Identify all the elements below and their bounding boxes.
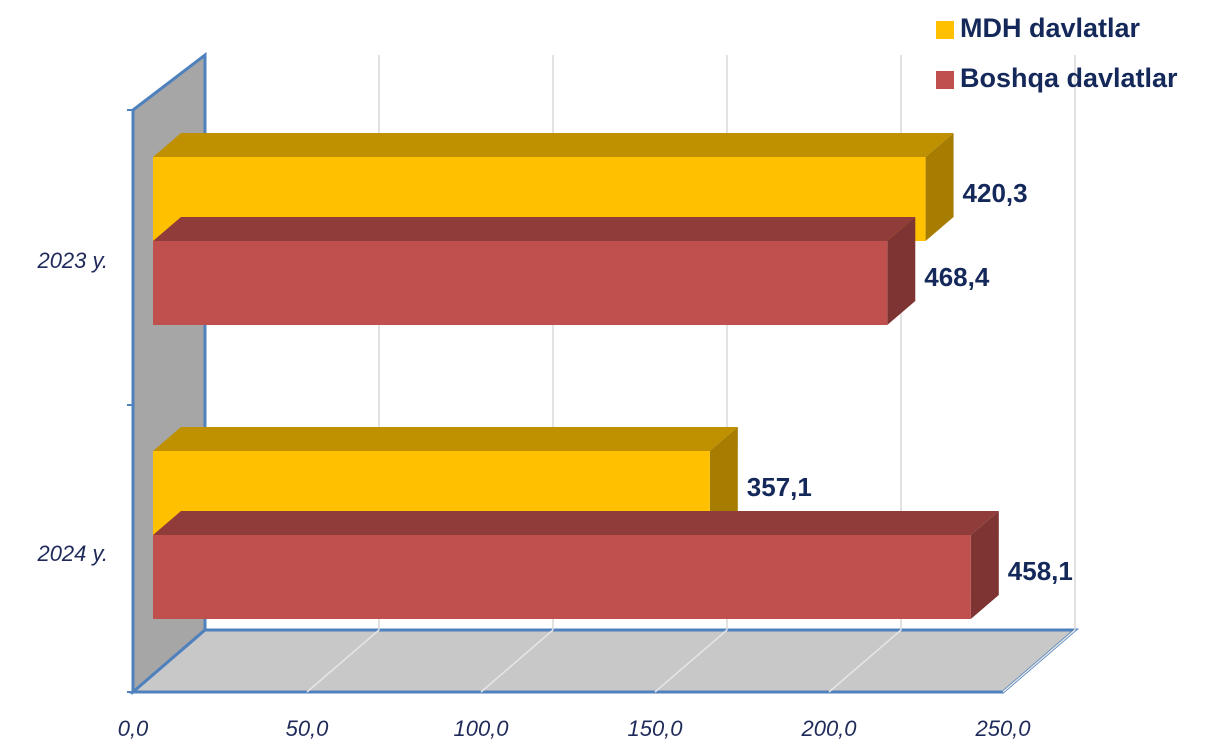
category-label: 2023 y.	[36, 248, 108, 273]
bar-front	[153, 241, 888, 325]
legend-label: MDH davlatlar	[960, 13, 1141, 43]
legend-label: Boshqa davlatlar	[960, 63, 1178, 93]
bar-top	[153, 217, 916, 241]
bar-side	[887, 217, 916, 325]
legend-swatch	[936, 71, 954, 89]
bar-top	[153, 427, 738, 451]
bar	[153, 217, 916, 325]
category-label: 2024 y.	[36, 541, 108, 566]
x-tick-label: 200,0	[800, 716, 857, 741]
floor	[128, 628, 1080, 694]
data-label: 458,1	[1008, 556, 1073, 586]
grid-line	[828, 629, 902, 693]
bar-side	[925, 133, 954, 241]
x-tick-label: 100,0	[453, 716, 509, 741]
bar-top	[153, 133, 954, 157]
x-tick-label: 250,0	[974, 716, 1031, 741]
x-tick-label: 150,0	[627, 716, 683, 741]
grid-line	[1002, 629, 1076, 693]
grid-line	[480, 629, 554, 693]
bar	[153, 511, 999, 619]
grid-line	[654, 629, 728, 693]
data-label: 420,3	[963, 178, 1028, 208]
data-label: 357,1	[747, 472, 812, 502]
bar-side	[709, 427, 738, 535]
bar-top	[153, 511, 999, 535]
bar-side	[970, 511, 999, 619]
bar-front	[153, 535, 971, 619]
x-tick-label: 0,0	[118, 716, 149, 741]
legend-swatch	[936, 21, 954, 39]
x-tick-label: 50,0	[286, 716, 330, 741]
data-label: 468,4	[924, 262, 990, 292]
grid-line	[306, 629, 380, 693]
